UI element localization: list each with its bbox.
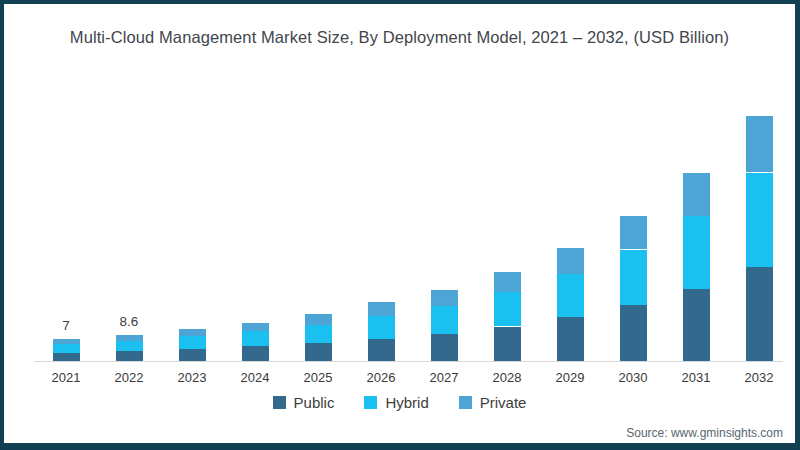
- x-axis-label-2021: 2021: [35, 370, 97, 385]
- legend-item-public: Public: [273, 394, 335, 411]
- x-axis-label-2031: 2031: [665, 370, 727, 385]
- bar-2032-public-segment: [746, 267, 773, 361]
- bar-2028-public-segment: [494, 327, 521, 361]
- legend-item-hybrid: Hybrid: [364, 394, 428, 411]
- x-axis-label-2024: 2024: [224, 370, 286, 385]
- bar-2032-private-segment: [746, 116, 773, 172]
- bar-2029-public-segment: [557, 317, 584, 361]
- legend-item-private: Private: [459, 394, 527, 411]
- legend-label-public: Public: [294, 394, 335, 411]
- bar-2026-hybrid-segment: [368, 316, 395, 338]
- legend: Public Hybrid Private: [4, 394, 795, 411]
- bar-2028-private-segment: [494, 272, 521, 292]
- x-axis-label-2023: 2023: [161, 370, 223, 385]
- legend-label-private: Private: [480, 394, 527, 411]
- bar-2021-public-segment: [53, 353, 80, 361]
- x-axis-label-2022: 2022: [98, 370, 160, 385]
- bar-2024-private-segment: [242, 323, 269, 332]
- bar-2021-hybrid-segment: [53, 344, 80, 352]
- bar-2031-private-segment: [683, 173, 710, 216]
- bar-2027-hybrid-segment: [431, 306, 458, 333]
- bar-2030-private-segment: [620, 216, 647, 249]
- bar-2031-hybrid-segment: [683, 216, 710, 288]
- x-axis-label-2030: 2030: [602, 370, 664, 385]
- bar-2025-hybrid-segment: [305, 325, 332, 343]
- bar-2030-public-segment: [620, 305, 647, 361]
- bar-value-label-2022: 8.6: [99, 314, 159, 329]
- bar-2022-private-segment: [116, 335, 143, 341]
- x-axis-line: [34, 361, 783, 362]
- bar-2023-hybrid-segment: [179, 336, 206, 348]
- chart-frame: Multi-Cloud Management Market Size, By D…: [0, 0, 800, 450]
- bar-2027-private-segment: [431, 290, 458, 307]
- chart-canvas: Multi-Cloud Management Market Size, By D…: [4, 4, 795, 443]
- x-axis-label-2032: 2032: [728, 370, 790, 385]
- bar-2031-public-segment: [683, 289, 710, 361]
- bar-2027-public-segment: [431, 334, 458, 361]
- bar-2025-private-segment: [305, 314, 332, 324]
- x-axis-label-2025: 2025: [287, 370, 349, 385]
- plot-area: 7 2021 8.6 20222023202420252026202720282029…: [4, 4, 795, 443]
- x-axis-label-2029: 2029: [539, 370, 601, 385]
- bar-2023-private-segment: [179, 329, 206, 337]
- bar-2029-private-segment: [557, 248, 584, 274]
- bar-2025-public-segment: [305, 343, 332, 361]
- bar-2022-hybrid-segment: [116, 341, 143, 351]
- bar-2026-public-segment: [368, 339, 395, 361]
- bar-2029-hybrid-segment: [557, 274, 584, 318]
- bar-2030-hybrid-segment: [620, 250, 647, 306]
- bar-2026-private-segment: [368, 302, 395, 316]
- x-axis-label-2027: 2027: [413, 370, 475, 385]
- legend-swatch-private: [459, 396, 472, 409]
- bar-value-label-2021: 7: [36, 318, 96, 333]
- bar-2024-hybrid-segment: [242, 331, 269, 346]
- x-axis-label-2028: 2028: [476, 370, 538, 385]
- legend-swatch-public: [273, 396, 286, 409]
- x-axis-label-2026: 2026: [350, 370, 412, 385]
- bar-2022-public-segment: [116, 351, 143, 361]
- bar-2021-private-segment: [53, 339, 80, 344]
- bar-2032-hybrid-segment: [746, 173, 773, 267]
- source-note: Source: www.gminsights.com: [626, 426, 783, 440]
- legend-label-hybrid: Hybrid: [385, 394, 428, 411]
- bar-2028-hybrid-segment: [494, 292, 521, 326]
- bar-2024-public-segment: [242, 346, 269, 361]
- legend-swatch-hybrid: [364, 396, 377, 409]
- bar-2023-public-segment: [179, 349, 206, 361]
